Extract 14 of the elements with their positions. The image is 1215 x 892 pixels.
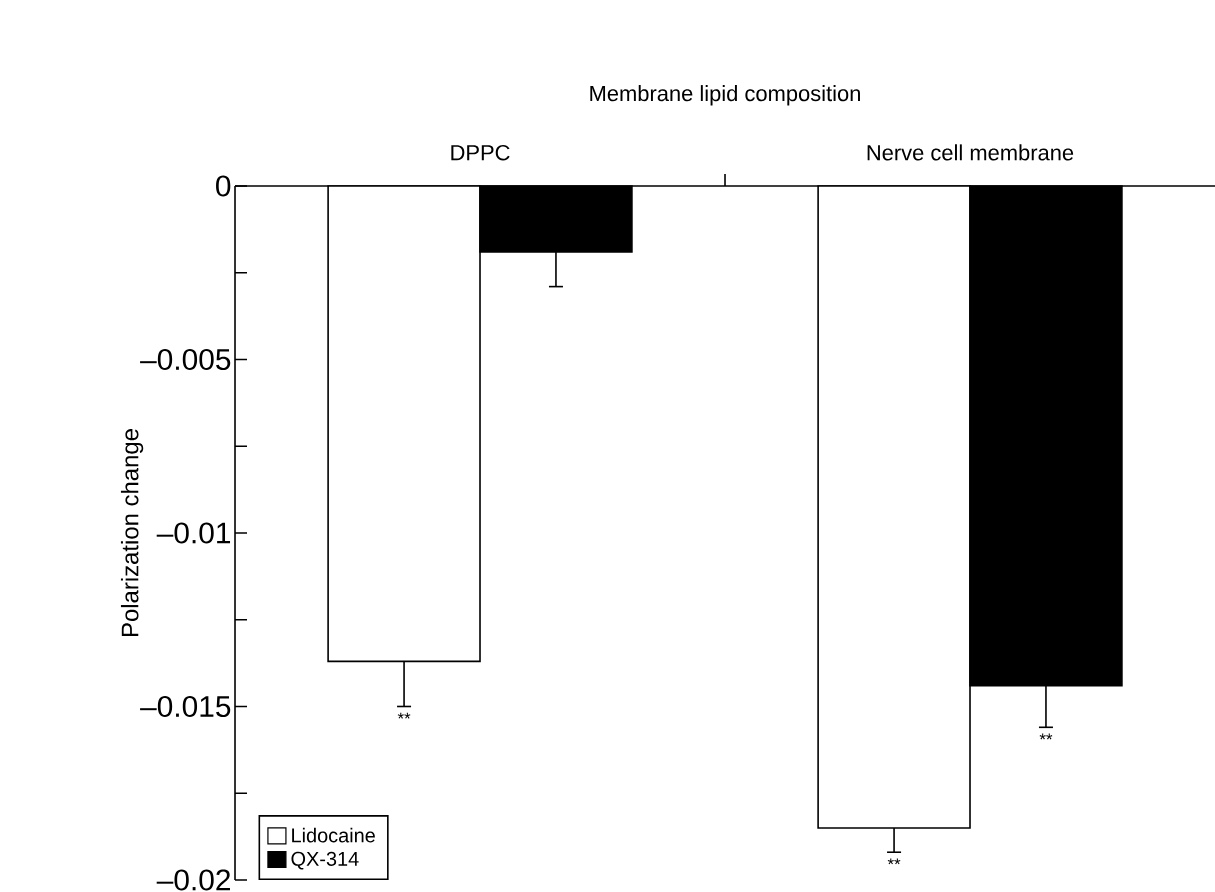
y-tick-label: –0.015 (140, 695, 231, 718)
legend-label: QX-314 (291, 851, 359, 870)
y-tick-label: –0.005 (140, 348, 231, 371)
x-tick-label: Nerve cell membrane (867, 144, 1074, 161)
data-label: ** (397, 712, 411, 719)
y-tick-label: –0.01 (156, 522, 231, 544)
data-label: ** (887, 858, 901, 865)
data-label: ** (1039, 733, 1053, 740)
x-tick-label: DPPC (451, 144, 510, 161)
legend-label: Lidocaine (292, 827, 375, 843)
x-axis-title: Membrane lipid composition (590, 85, 860, 106)
y-tick-label: 0 (216, 175, 231, 197)
y-tick-label: –0.02 (156, 869, 230, 891)
y-axis-title: Polarization change (120, 429, 144, 637)
